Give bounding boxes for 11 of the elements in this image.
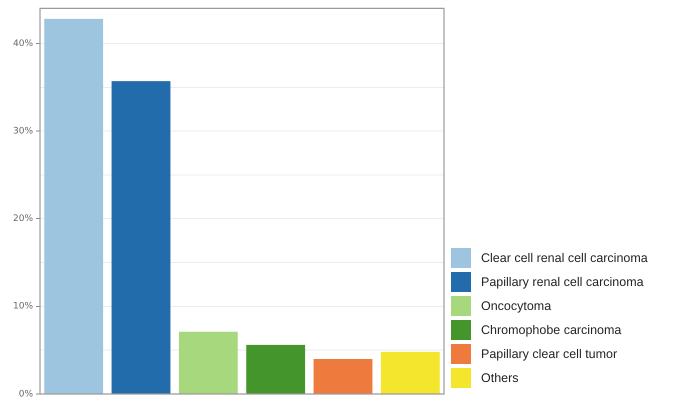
y-tick-label: 30% <box>12 126 34 136</box>
legend-label: Oncocytoma <box>481 299 552 313</box>
y-tick-label: 0% <box>18 389 34 400</box>
y-tick-label: 10% <box>12 302 34 312</box>
legend-label: Others <box>481 371 519 385</box>
legend-label: Chromophobe carcinoma <box>481 323 622 337</box>
legend-label: Papillary clear cell tumor <box>481 347 618 361</box>
y-tick-label: 40% <box>12 38 34 49</box>
legend-label: Papillary renal cell carcinoma <box>481 275 644 289</box>
legend-label: Clear cell renal cell carcinoma <box>481 251 648 265</box>
y-tick-label: 20% <box>12 214 34 224</box>
